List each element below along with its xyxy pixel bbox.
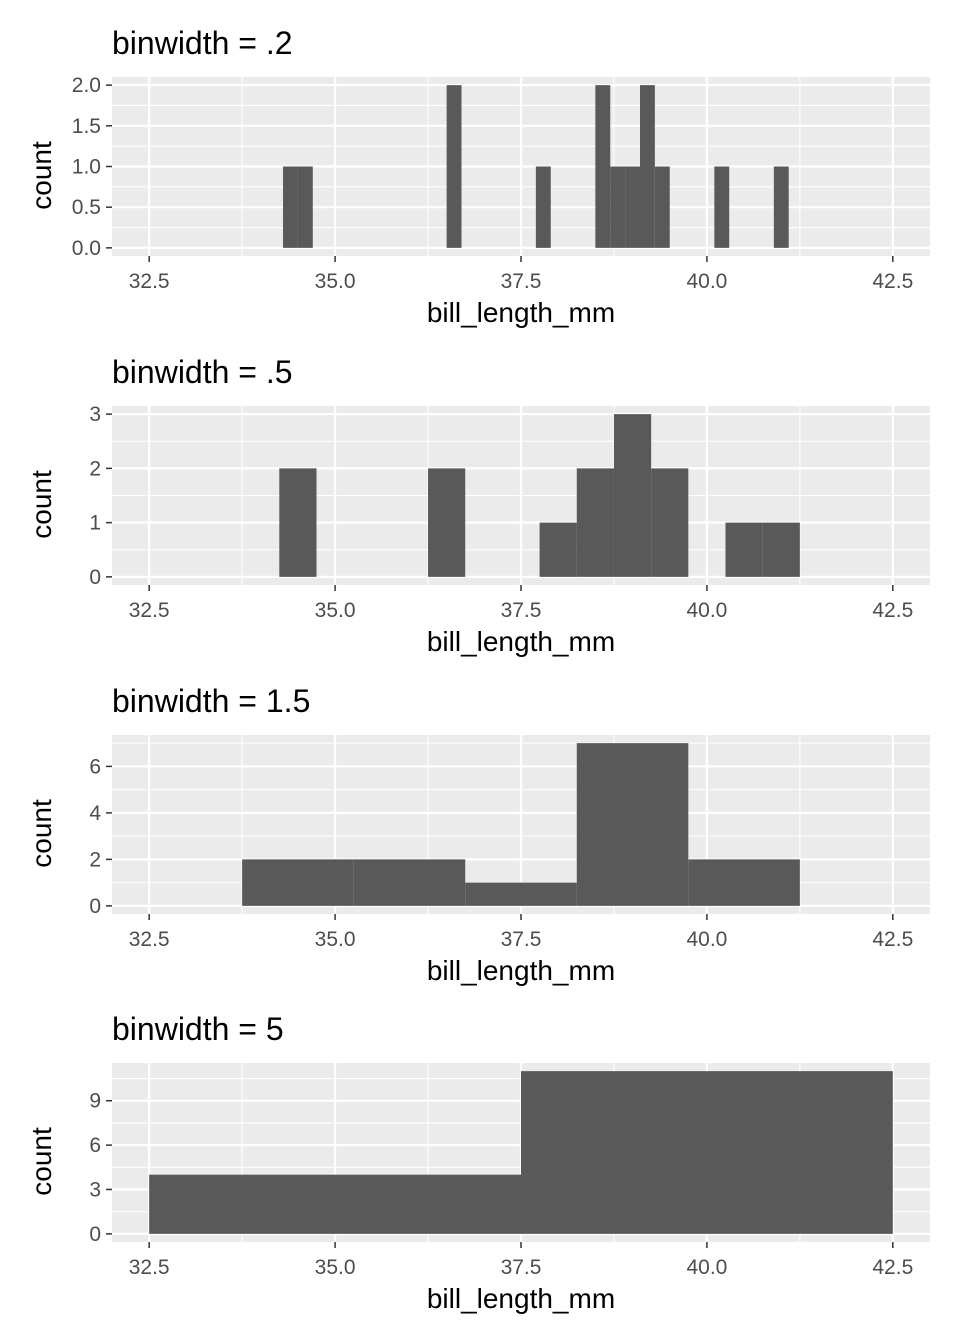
x-tick-label: 35.0 bbox=[315, 270, 356, 293]
x-tick-label: 42.5 bbox=[872, 928, 913, 951]
histogram-bar bbox=[639, 85, 655, 248]
x-axis: 32.5 35.0 37.5 40.0 42.5 bill_length_mm bbox=[129, 1242, 913, 1314]
y-axis: 0.0 0.5 1.0 1.5 2.0 count bbox=[26, 74, 112, 260]
chart-panel-3: binwidth = 1.5 32.5 35.0 37.5 40.0 42.5 bill_l… bbox=[26, 683, 930, 986]
panel-title: binwidth = .2 bbox=[112, 25, 293, 61]
x-axis-title: bill_length_mm bbox=[427, 626, 615, 657]
y-axis: 0 2 4 6 count bbox=[26, 755, 112, 918]
histogram-bar bbox=[725, 522, 763, 577]
histogram-bar bbox=[688, 859, 800, 906]
histogram-bar bbox=[773, 166, 789, 248]
x-axis-title: bill_length_mm bbox=[427, 1283, 615, 1314]
histogram-bar bbox=[651, 468, 689, 577]
x-tick-label: 40.0 bbox=[686, 1256, 727, 1279]
x-axis: 32.5 35.0 37.5 40.0 42.5 bill_length_mm bbox=[129, 914, 913, 986]
histogram-bar bbox=[613, 414, 652, 577]
x-axis-title: bill_length_mm bbox=[427, 297, 615, 328]
histogram-bar bbox=[535, 166, 551, 248]
x-tick-label: 37.5 bbox=[501, 928, 542, 951]
histogram-bar bbox=[428, 468, 466, 577]
histogram-bar bbox=[297, 166, 313, 248]
histogram-bar bbox=[465, 882, 577, 906]
histogram-bar bbox=[714, 166, 730, 248]
x-tick-label: 42.5 bbox=[872, 1256, 913, 1279]
histogram-bar bbox=[283, 166, 298, 248]
y-axis: 0 3 6 9 count bbox=[26, 1090, 112, 1246]
histogram-bars bbox=[149, 1071, 893, 1234]
x-tick-label: 35.0 bbox=[315, 1256, 356, 1279]
y-tick-label: 2 bbox=[89, 848, 101, 871]
histogram-bars bbox=[279, 414, 800, 577]
histogram-bar bbox=[539, 522, 577, 577]
y-tick-label: 0.5 bbox=[72, 196, 101, 219]
y-tick-label: 1.0 bbox=[72, 156, 101, 179]
histogram-panels: binwidth = .232.5 35.0 37.5 40.0 42.5bill_le… bbox=[26, 25, 930, 1314]
histogram-bar bbox=[353, 859, 466, 906]
x-tick-label: 32.5 bbox=[129, 270, 170, 293]
histogram-bar bbox=[625, 166, 640, 248]
x-tick-label: 42.5 bbox=[872, 270, 913, 293]
histogram-bar bbox=[576, 743, 689, 906]
x-tick-label: 37.5 bbox=[501, 1256, 542, 1279]
histogram-bar bbox=[610, 166, 626, 248]
y-axis-title: count bbox=[26, 1127, 57, 1196]
histogram-bar bbox=[149, 1174, 521, 1234]
y-tick-label: 2.0 bbox=[72, 74, 101, 97]
histogram-bar bbox=[654, 166, 670, 248]
x-axis-title: bill_length_mm bbox=[427, 955, 615, 986]
histogram-bar bbox=[279, 468, 317, 577]
x-tick-label: 40.0 bbox=[686, 599, 727, 622]
y-tick-label: 3 bbox=[89, 403, 101, 426]
x-tick-label: 40.0 bbox=[686, 270, 727, 293]
y-tick-label: 1.5 bbox=[72, 115, 101, 138]
y-tick-label: 0.0 bbox=[72, 237, 101, 260]
histogram-bar bbox=[242, 859, 354, 906]
x-tick-label: 32.5 bbox=[129, 928, 170, 951]
y-tick-label: 2 bbox=[89, 457, 101, 480]
x-axis: 32.5 35.0 37.5 40.0 42.5 bill_length_mm bbox=[129, 585, 913, 657]
x-tick-label: 35.0 bbox=[315, 599, 356, 622]
y-axis: 0 1 2 3 count bbox=[26, 403, 112, 589]
panel-title: binwidth = .5 bbox=[112, 354, 293, 390]
x-tick-label: 40.0 bbox=[686, 928, 727, 951]
y-tick-label: 3 bbox=[89, 1178, 101, 1201]
chart-panel-4: binwidth = 5 32.5 35.0 37.5 40.0 42.5 bill_len… bbox=[26, 1011, 930, 1314]
histogram-bars bbox=[242, 743, 800, 906]
x-tick-label: 42.5 bbox=[872, 599, 913, 622]
y-tick-label: 4 bbox=[89, 802, 101, 825]
y-tick-label: 0 bbox=[89, 566, 101, 589]
y-axis-title: count bbox=[26, 470, 57, 539]
histogram-bar bbox=[576, 468, 614, 577]
histogram-bar bbox=[595, 85, 611, 248]
x-axis: 32.5 35.0 37.5 40.0 42.5 bill_length_mm bbox=[129, 256, 913, 328]
x-tick-label: 35.0 bbox=[315, 928, 356, 951]
histogram-bar bbox=[446, 85, 462, 248]
panel-title: binwidth = 1.5 bbox=[112, 683, 310, 719]
y-axis-title: count bbox=[26, 799, 57, 868]
y-tick-label: 6 bbox=[89, 1134, 101, 1157]
panel-title: binwidth = 5 bbox=[112, 1011, 284, 1047]
x-tick-label: 32.5 bbox=[129, 1256, 170, 1279]
chart-panel-2: binwidth = .5 32.5 35.0 37.5 40.0 42.5 bill_le… bbox=[26, 354, 930, 657]
x-tick-label: 32.5 bbox=[129, 599, 170, 622]
y-tick-label: 6 bbox=[89, 755, 101, 778]
y-tick-label: 9 bbox=[89, 1090, 101, 1113]
y-tick-label: 0 bbox=[89, 895, 101, 918]
y-tick-label: 1 bbox=[89, 512, 101, 535]
gridlines bbox=[112, 77, 930, 256]
y-axis-title: count bbox=[26, 141, 57, 210]
x-tick-label: 37.5 bbox=[501, 599, 542, 622]
x-tick-label: 37.5 bbox=[501, 270, 542, 293]
chart-panel-1: binwidth = .2 32.5 35.0 37.5 40.0 42.5 bill_le… bbox=[26, 25, 930, 328]
histogram-bar bbox=[762, 522, 800, 577]
histogram-bars bbox=[283, 85, 789, 248]
histogram-bar bbox=[521, 1071, 893, 1234]
y-tick-label: 0 bbox=[89, 1223, 101, 1246]
